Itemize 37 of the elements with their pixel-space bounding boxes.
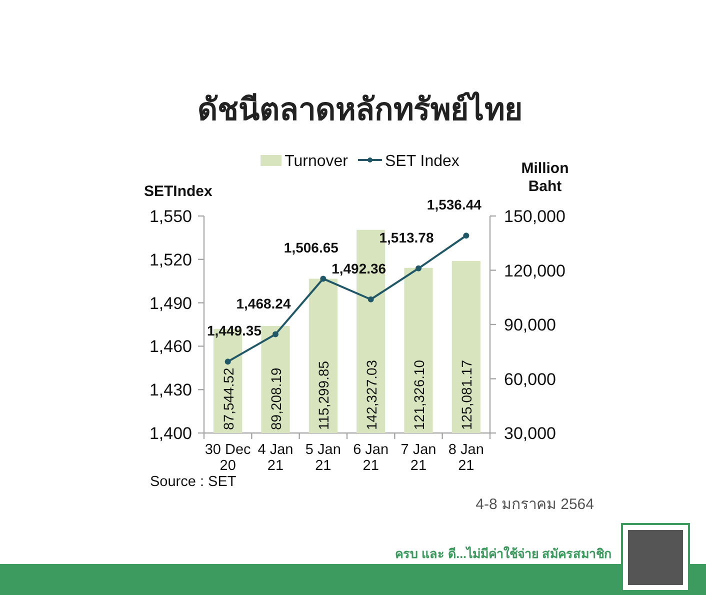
line-label: 1,468.24 — [236, 295, 291, 312]
line-label: 1,449.35 — [207, 322, 262, 339]
bar-label: 121,326.10 — [411, 360, 427, 430]
line-label: 1,536.44 — [426, 196, 482, 213]
bar-label: 125,081.17 — [458, 360, 475, 430]
xtick: 8 Jan 21 — [448, 442, 484, 474]
line-label: 1,492.36 — [332, 260, 386, 276]
ytick: 1,460 — [149, 337, 192, 356]
y2tick: 90,000 — [504, 316, 556, 334]
annotation: Source : SET — [150, 474, 236, 490]
bar-label: 87,544.52 — [220, 368, 236, 430]
y2tick: 30,000 — [504, 424, 556, 443]
ytick: 1,520 — [149, 250, 192, 270]
xtick: 4 Jan 21 — [258, 442, 294, 474]
y2tick: 120,000 — [504, 261, 566, 280]
ytick: 1,430 — [149, 380, 192, 400]
y2label: Million Baht — [521, 160, 569, 195]
xtick: 6 Jan 21 — [353, 442, 389, 474]
ytick: 1,490 — [149, 294, 192, 313]
ytick: 1,400 — [149, 424, 192, 443]
xtick: 7 Jan 21 — [400, 442, 436, 474]
annotation: ครบ และ ดี...ไม่มีค่าใช้จ่าย สมัครสมาชิก — [395, 547, 612, 561]
xtick: 30 Dec 20 — [204, 442, 251, 474]
xtick: 5 Jan 21 — [305, 442, 341, 474]
bar-label: 142,327.03 — [363, 360, 380, 430]
ytick: 1,550 — [149, 207, 192, 226]
y2tick: 150,000 — [504, 207, 566, 226]
title: ดัชนีตลาดหลักทรัพย์ไทย — [198, 92, 522, 127]
line-label: 1,506.65 — [284, 240, 338, 256]
bar-label: 89,208.19 — [268, 368, 284, 430]
line-label: 1,513.78 — [379, 229, 434, 246]
y2tick: 60,000 — [504, 370, 556, 389]
legend-label: SET Index — [385, 153, 460, 170]
annotation: 4-8 มกราคม 2564 — [476, 496, 594, 513]
bar-label: 115,299.85 — [316, 360, 332, 430]
ylabel: SETIndex — [144, 183, 212, 200]
legend-label: Turnover — [284, 153, 349, 170]
